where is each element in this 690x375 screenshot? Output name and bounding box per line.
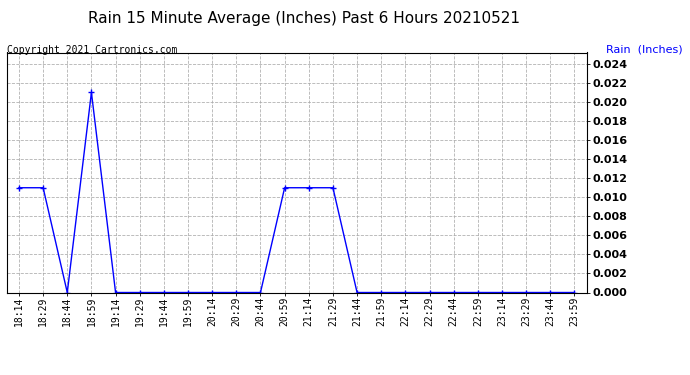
Text: Copyright 2021 Cartronics.com: Copyright 2021 Cartronics.com	[7, 45, 177, 55]
Text: Rain 15 Minute Average (Inches) Past 6 Hours 20210521: Rain 15 Minute Average (Inches) Past 6 H…	[88, 11, 520, 26]
Text: Rain  (Inches): Rain (Inches)	[607, 45, 683, 55]
